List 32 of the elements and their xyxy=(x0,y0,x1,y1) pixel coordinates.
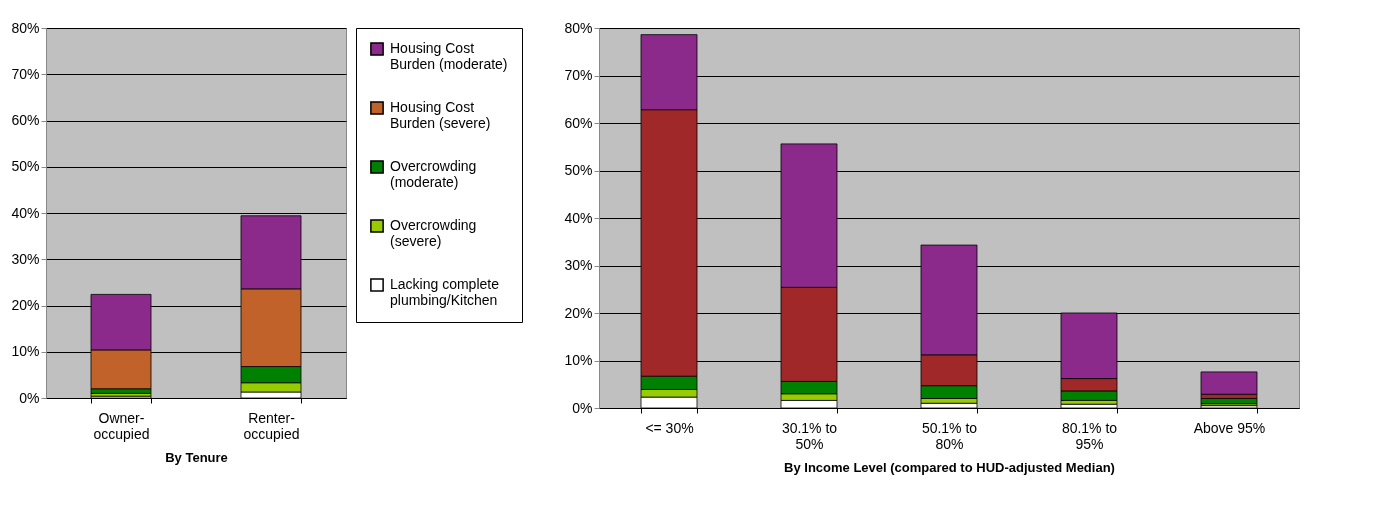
x-tick-label: Owner-occupied xyxy=(93,409,150,442)
y-tick-label: 50% xyxy=(564,162,593,178)
x-tick-label: <= 30% xyxy=(645,419,694,436)
y-tick-label: 20% xyxy=(564,304,593,321)
x-tick-label: 30.1% to 50% xyxy=(781,419,838,452)
x-axis-title: By Income Level (compared to HUD-adjusted Median) xyxy=(784,459,1115,475)
x-axis-title: By Tenure xyxy=(165,449,228,465)
y-tick-label: 80% xyxy=(564,19,593,36)
y-tick-label: 0% xyxy=(572,399,593,416)
y-tick-label: 60% xyxy=(564,114,593,131)
y-tick-label: 30% xyxy=(11,250,40,267)
x-tick-label: 50.1% to 80% xyxy=(921,419,978,452)
y-tick-label: 70% xyxy=(11,65,40,82)
y-tick-label: 50% xyxy=(11,158,40,175)
x-tick-label: Renter-occupied xyxy=(243,409,300,442)
y-tick-label: 40% xyxy=(564,209,593,226)
y-tick-label: 10% xyxy=(11,343,40,360)
y-tick-label: 30% xyxy=(564,257,593,273)
y-tick-label: 20% xyxy=(11,297,40,313)
legend-label: Overcrowding (moderate) xyxy=(390,158,477,190)
y-tick-label: 10% xyxy=(564,352,593,368)
legend-label: Lacking complete plumbing/Kitchen xyxy=(390,276,500,308)
legend-label: Overcrowding (severe) xyxy=(390,217,477,249)
y-tick-label: 0% xyxy=(19,389,40,406)
x-tick-label: Above 95% xyxy=(1193,419,1266,436)
x-tick-label: 80.1% to 95% xyxy=(1061,419,1118,452)
y-tick-label: 80% xyxy=(11,19,40,36)
y-tick-label: 70% xyxy=(564,67,593,83)
legend-label: Housing Cost Burden (moderate) xyxy=(390,40,508,72)
y-tick-label: 60% xyxy=(11,112,40,128)
y-tick-label: 40% xyxy=(11,204,40,221)
legend-label: Housing Cost Burden (severe) xyxy=(390,99,491,131)
